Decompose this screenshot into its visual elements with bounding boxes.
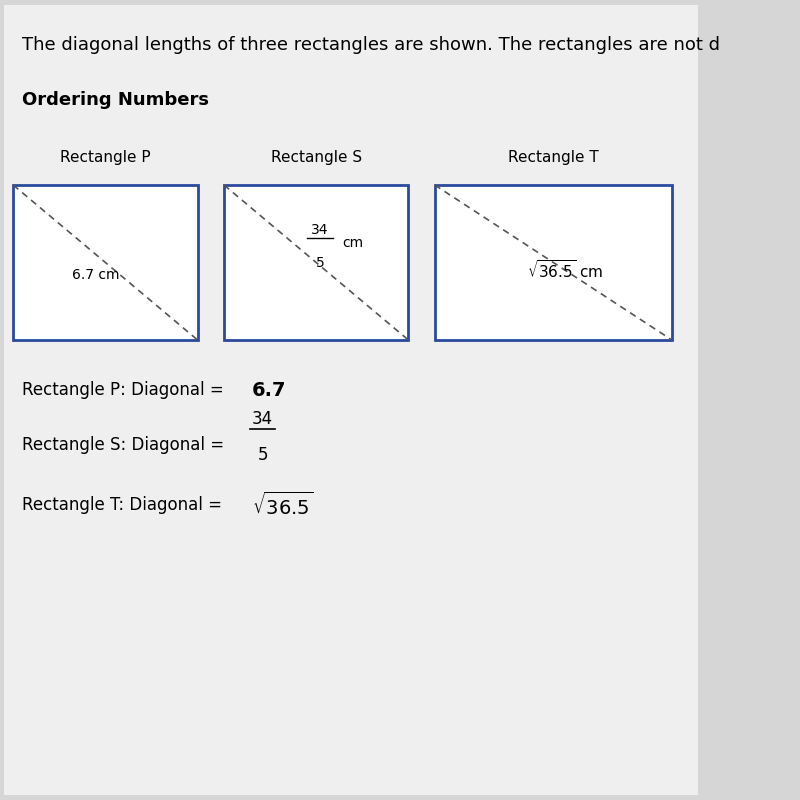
FancyBboxPatch shape [4, 5, 698, 795]
Text: 5: 5 [315, 256, 324, 270]
Text: cm: cm [342, 236, 363, 250]
Text: 6.7 cm: 6.7 cm [73, 268, 120, 282]
Text: 6.7: 6.7 [252, 381, 286, 399]
Text: 5: 5 [258, 446, 268, 464]
FancyBboxPatch shape [13, 185, 198, 340]
Text: Rectangle S: Rectangle S [270, 150, 362, 165]
Text: Rectangle S: Diagonal =: Rectangle S: Diagonal = [22, 436, 230, 454]
Text: $\sqrt{36.5}$ cm: $\sqrt{36.5}$ cm [527, 259, 603, 282]
Text: Rectangle P: Rectangle P [60, 150, 150, 165]
FancyBboxPatch shape [224, 185, 409, 340]
FancyBboxPatch shape [434, 185, 672, 340]
Text: Rectangle T: Diagonal =: Rectangle T: Diagonal = [22, 496, 227, 514]
Text: The diagonal lengths of three rectangles are shown. The rectangles are not d: The diagonal lengths of three rectangles… [22, 36, 720, 54]
Text: Rectangle T: Rectangle T [508, 150, 598, 165]
Text: Ordering Numbers: Ordering Numbers [22, 91, 209, 109]
Text: 34: 34 [252, 410, 273, 428]
Text: 34: 34 [311, 222, 329, 237]
Text: $\sqrt{36.5}$: $\sqrt{36.5}$ [252, 491, 314, 518]
Text: Rectangle P: Diagonal =: Rectangle P: Diagonal = [22, 381, 229, 399]
